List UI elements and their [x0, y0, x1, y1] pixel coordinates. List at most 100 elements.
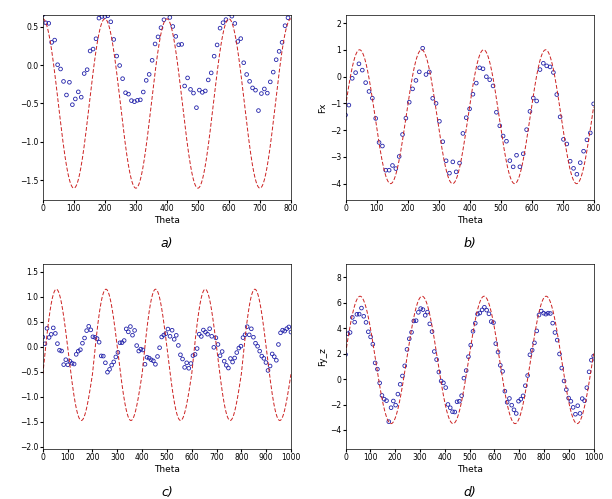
Point	[40, 340, 50, 348]
Point	[390, 401, 400, 409]
Point	[395, 380, 405, 388]
Point	[119, 336, 129, 344]
Point	[475, 64, 485, 72]
Point	[344, 101, 354, 109]
Point	[44, 19, 54, 27]
Point	[269, 353, 279, 361]
Point	[144, 354, 154, 362]
Point	[253, 342, 263, 350]
Point	[472, 310, 482, 318]
Point	[134, 347, 144, 355]
Point	[168, 22, 177, 30]
Point	[47, 330, 56, 338]
Point	[80, 334, 89, 342]
Point	[455, 397, 465, 405]
Point	[416, 304, 425, 312]
Point	[461, 114, 471, 122]
Point	[286, 3, 296, 11]
Point	[418, 44, 428, 52]
Point	[111, 353, 121, 361]
Point	[73, 347, 83, 355]
Point	[427, 328, 437, 336]
Point	[159, 331, 169, 339]
Point	[127, 97, 136, 105]
Point	[341, 111, 351, 119]
Point	[487, 317, 496, 325]
Point	[82, 327, 92, 335]
Point	[150, 40, 160, 48]
Point	[85, 47, 95, 55]
Point	[577, 395, 587, 403]
Point	[240, 331, 250, 339]
Point	[364, 87, 374, 95]
Point	[343, 330, 353, 338]
Point	[389, 397, 398, 405]
Point	[523, 372, 532, 380]
Point	[242, 323, 252, 331]
Point	[147, 56, 157, 64]
X-axis label: Theta: Theta	[154, 465, 180, 474]
Point	[132, 342, 141, 350]
Point	[387, 162, 397, 170]
Point	[217, 347, 227, 355]
Point	[443, 401, 453, 409]
Point	[188, 352, 198, 360]
Point	[559, 377, 569, 385]
Point	[146, 356, 156, 364]
Point	[446, 404, 455, 412]
Point	[586, 129, 595, 137]
Point	[215, 24, 225, 32]
Point	[520, 382, 530, 390]
Point	[498, 367, 507, 375]
Point	[218, 19, 228, 27]
Point	[435, 117, 444, 125]
Point	[478, 65, 488, 73]
Point	[180, 363, 190, 371]
Point	[125, 322, 135, 330]
Point	[195, 330, 204, 338]
X-axis label: Theta: Theta	[154, 216, 180, 225]
Point	[439, 379, 449, 387]
Point	[283, 14, 293, 22]
Point	[206, 69, 216, 77]
Point	[579, 147, 589, 155]
Point	[468, 90, 478, 98]
Point	[502, 137, 512, 145]
Point	[176, 351, 185, 359]
Point	[255, 347, 264, 355]
Point	[394, 153, 404, 161]
Point	[500, 387, 510, 395]
Point	[163, 325, 173, 333]
Point	[580, 397, 589, 405]
Point	[545, 63, 555, 71]
Point	[354, 310, 364, 318]
Point	[515, 163, 524, 171]
Point	[543, 309, 553, 317]
Point	[47, 38, 56, 46]
Point	[182, 74, 192, 82]
Point	[398, 372, 408, 380]
Point	[127, 331, 137, 339]
Point	[452, 398, 462, 406]
Point	[379, 395, 389, 403]
Point	[512, 410, 521, 418]
Point	[57, 347, 67, 355]
Point	[63, 361, 73, 369]
Point	[548, 68, 558, 76]
Point	[161, 330, 171, 338]
Point	[170, 335, 179, 343]
Point	[402, 345, 412, 353]
Point	[512, 151, 521, 159]
Point	[211, 334, 221, 342]
Point	[201, 328, 211, 336]
Point	[135, 96, 145, 104]
Point	[408, 85, 417, 93]
Point	[505, 157, 515, 165]
Point	[138, 88, 148, 96]
Point	[374, 138, 384, 146]
Point	[106, 361, 116, 369]
Point	[70, 95, 80, 103]
Point	[471, 319, 480, 327]
Point	[82, 66, 92, 74]
Point	[165, 13, 175, 21]
